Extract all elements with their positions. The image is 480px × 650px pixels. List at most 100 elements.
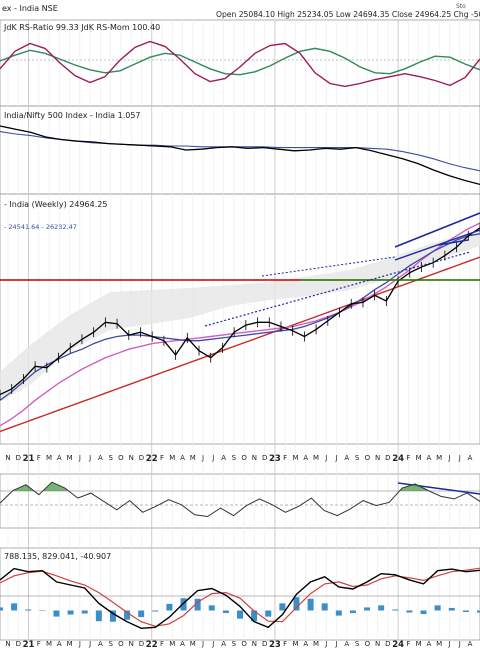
x-tick-label-bottom: A xyxy=(57,640,62,648)
x-tick-label-bottom: S xyxy=(108,640,113,648)
x-tick-label: S xyxy=(355,454,360,462)
price-label: - India (Weekly) 24964.25 xyxy=(4,200,107,209)
macd-histogram-bar xyxy=(279,603,286,611)
x-tick-label-bottom: N xyxy=(252,640,257,648)
x-tick-label-bottom: A xyxy=(344,640,349,648)
macd-panel xyxy=(0,567,480,630)
macd-histogram-bar xyxy=(222,610,229,614)
x-tick-label-bottom: 21 xyxy=(23,640,35,650)
lower-channel-line xyxy=(394,229,480,261)
x-tick-label-bottom: A xyxy=(180,640,185,648)
x-tick-label-bottom: J xyxy=(201,640,204,648)
x-tick-label: N xyxy=(252,454,257,462)
x-tick-label: A xyxy=(427,454,432,462)
macd-histogram-bar xyxy=(307,598,314,611)
macd-histogram-bar xyxy=(25,609,32,611)
macd-histogram-bar xyxy=(462,610,469,613)
x-tick-label: M xyxy=(67,454,73,462)
x-tick-label-bottom: J xyxy=(88,640,91,648)
x-tick-label: M xyxy=(436,454,442,462)
macd-histogram-bar xyxy=(251,610,258,622)
macd-histogram-bar xyxy=(138,610,145,618)
x-tick-label-bottom: A xyxy=(303,640,308,648)
rs-panel xyxy=(0,125,480,186)
x-tick-label: F xyxy=(283,454,287,462)
x-tick-label-bottom: O xyxy=(241,640,247,648)
macd-histogram-bar xyxy=(208,605,215,611)
panel-borders xyxy=(0,19,480,641)
x-tick-label: J xyxy=(211,454,214,462)
x-tick-label: A xyxy=(98,454,103,462)
macd-histogram-bar xyxy=(81,610,88,614)
x-tick-label: S xyxy=(108,454,113,462)
x-tick-label: S xyxy=(232,454,237,462)
x-tick-label-bottom: M xyxy=(190,640,196,648)
x-tick-label: M xyxy=(46,454,52,462)
macd-histogram-bar xyxy=(321,603,328,611)
x-tick-label-bottom: M xyxy=(313,640,319,648)
ma-mid-line xyxy=(0,222,480,427)
trendlines xyxy=(0,212,480,327)
x-tick-label: J xyxy=(458,454,461,462)
macd-histogram-bar xyxy=(152,610,159,612)
x-tick-label: 24 xyxy=(392,454,404,464)
x-tick-label: D xyxy=(262,454,267,462)
oscillator-panel-frame xyxy=(0,473,480,529)
macd-histogram-bar xyxy=(237,610,243,619)
x-tick-label: O xyxy=(118,454,124,462)
macd-histogram-bar xyxy=(364,607,371,611)
x-tick-label-bottom: J xyxy=(324,640,327,648)
x-tick-label: 21 xyxy=(23,454,35,464)
oscillator-panel xyxy=(0,481,480,518)
x-tick-label-bottom: J xyxy=(458,640,461,648)
x-axis: NNDD2121FFMMAAMMJJJJAASSOONNDD2222FFMMAA… xyxy=(5,454,472,650)
x-tick-label: N xyxy=(129,454,134,462)
macd-histogram-bar xyxy=(166,603,173,611)
x-tick-label-bottom: A xyxy=(468,640,473,648)
oscillator-fill xyxy=(0,482,480,491)
vertical-gridlines xyxy=(7,20,471,640)
x-tick-label: O xyxy=(241,454,247,462)
macd-histogram-bar xyxy=(180,598,187,611)
x-tick-label-bottom: 22 xyxy=(146,640,158,650)
x-tick-label: F xyxy=(37,454,41,462)
x-tick-label: J xyxy=(88,454,91,462)
x-tick-label-bottom: M xyxy=(46,640,52,648)
x-tick-label: D xyxy=(16,454,21,462)
x-tick-label-bottom: 24 xyxy=(392,640,404,650)
bollinger-band xyxy=(0,230,480,402)
macd-histogram-bar xyxy=(420,610,427,615)
macd-histogram-bar xyxy=(434,605,441,611)
macd-histogram-bar xyxy=(406,610,413,613)
x-tick-label-bottom: J xyxy=(211,640,214,648)
x-tick-label: M xyxy=(190,454,196,462)
chart-title: ex - India NSE xyxy=(2,4,58,13)
x-tick-label-bottom: M xyxy=(292,640,298,648)
macd-histogram-bar xyxy=(109,610,116,622)
x-tick-label: O xyxy=(365,454,371,462)
rs-ratio-line xyxy=(0,47,480,76)
x-tick-label-bottom: D xyxy=(139,640,144,648)
macd-panel-frame xyxy=(0,547,480,641)
x-tick-label: J xyxy=(447,454,450,462)
macd-histogram-bar xyxy=(378,605,385,611)
x-tick-label: N xyxy=(375,454,380,462)
x-tick-label-bottom: 23 xyxy=(269,640,281,650)
x-tick-label: 22 xyxy=(146,454,158,464)
x-tick-label-bottom: M xyxy=(416,640,422,648)
x-tick-label: F xyxy=(160,454,164,462)
rs-average-line xyxy=(0,131,480,172)
x-tick-label-bottom: J xyxy=(334,640,337,648)
macd-histogram-bar xyxy=(448,607,455,611)
short-trend-line xyxy=(437,239,469,246)
ma-short-line xyxy=(0,233,480,401)
rrg-label: JdK RS-Ratio 99.33 JdK RS-Mom 100.40 xyxy=(3,23,160,32)
macd-histogram-bar xyxy=(95,610,102,622)
x-tick-label: 23 xyxy=(269,454,281,464)
x-tick-label: A xyxy=(57,454,62,462)
x-tick-label: J xyxy=(78,454,81,462)
macd-histogram-bar xyxy=(349,610,356,614)
x-tick-label: M xyxy=(169,454,175,462)
x-tick-label: A xyxy=(468,454,473,462)
x-tick-label-bottom: A xyxy=(427,640,432,648)
